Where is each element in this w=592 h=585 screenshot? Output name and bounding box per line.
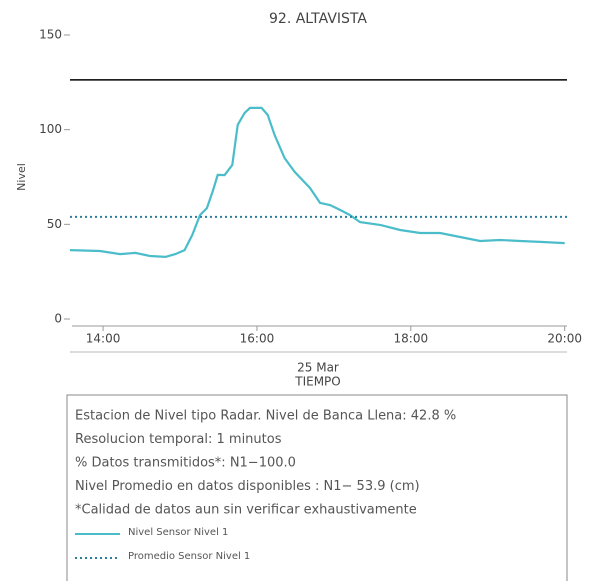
x-tick-label: 20:00 xyxy=(547,332,582,346)
info-line: % Datos transmitidos*: N1−100.0 xyxy=(75,456,296,471)
y-tick-label: 50 xyxy=(47,217,62,231)
info-line: Nivel Promedio en datos disponibles : N1… xyxy=(75,479,420,494)
y-axis-label: Nivel xyxy=(15,163,28,191)
x-tick-label: 18:00 xyxy=(394,332,429,346)
series-line xyxy=(69,106,565,259)
x-sublabel: 25 Mar xyxy=(297,361,339,375)
x-tick-label: 14:00 xyxy=(86,332,121,346)
x-axis-label: TIEMPO xyxy=(294,375,341,389)
chart-title: 92. ALTAVISTA xyxy=(269,11,367,27)
legend-label: Nivel Sensor Nivel 1 xyxy=(128,527,228,538)
info-box-border xyxy=(66,394,568,585)
y-tick-label: 150 xyxy=(39,28,62,42)
y-tick-label: 0 xyxy=(54,312,62,326)
legend-label: Promedio Sensor Nivel 1 xyxy=(128,551,250,562)
x-tick-label: 16:00 xyxy=(240,332,275,346)
info-line: Estacion de Nivel tipo Radar. Nivel de B… xyxy=(75,409,456,424)
info-box: Estacion de Nivel tipo Radar. Nivel de B… xyxy=(66,394,568,585)
info-line: *Calidad de datos aun sin verificar exha… xyxy=(75,503,417,518)
y-tick-label: 100 xyxy=(39,122,62,136)
info-line: Resolucion temporal: 1 minutos xyxy=(75,432,282,447)
